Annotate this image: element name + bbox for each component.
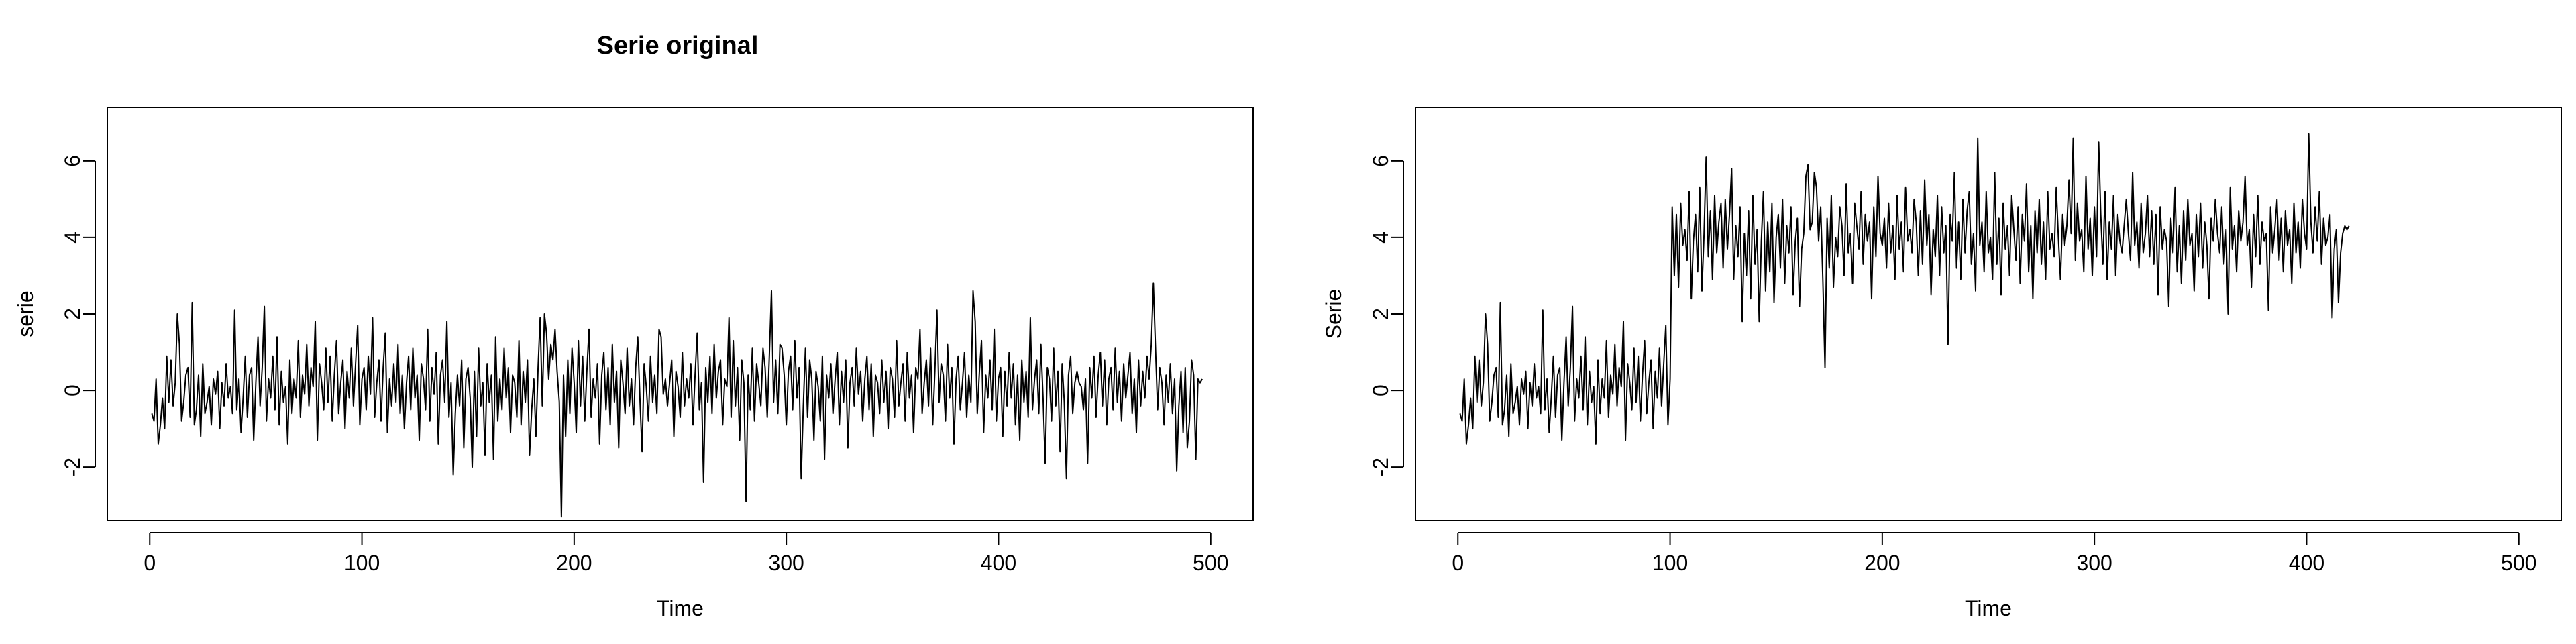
x-tick-label: 200	[1864, 551, 1900, 575]
x-tick-label: 500	[1193, 551, 1228, 575]
x-tick-label: 100	[344, 551, 380, 575]
y-tick-label: 2	[1368, 308, 1393, 320]
x-tick-label: 500	[2501, 551, 2536, 575]
x-axis-title: Time	[657, 596, 704, 621]
y-tick-label: 4	[60, 231, 85, 244]
x-tick-label: 100	[1652, 551, 1688, 575]
series-line-1	[151, 282, 1203, 518]
plot-frame	[1415, 107, 2562, 521]
y-axis-title: serie	[13, 290, 38, 337]
y-tick-label: 6	[60, 155, 85, 167]
y-axis-title: Serie	[1322, 289, 1346, 339]
y-tick-label: -2	[60, 458, 85, 476]
y-tick-label: 4	[1368, 231, 1393, 244]
x-tick-label: 0	[1452, 551, 1464, 575]
chart-title: Serie original	[597, 32, 759, 60]
y-tick-label: -2	[1368, 458, 1393, 476]
y-tick-label: 6	[1368, 155, 1393, 167]
y-tick-label: 0	[1368, 384, 1393, 396]
x-tick-label: 400	[2289, 551, 2324, 575]
series-line-1	[1459, 133, 2350, 445]
x-tick-label: 300	[768, 551, 804, 575]
plot-frame	[107, 107, 1254, 521]
x-tick-label: 200	[556, 551, 592, 575]
x-tick-label: 300	[2076, 551, 2112, 575]
y-tick-label: 2	[60, 308, 85, 320]
x-axis-title: Time	[1965, 596, 2012, 621]
chart-panel-2: 0 100 200 300 400 500 -2 0 2 4 6 Time Serie	[1322, 107, 2562, 621]
chart-panel-1: 0 100 200 300 400 500 -2 0 2 4 6 Time serie Serie ori…	[13, 32, 1254, 621]
x-tick-label: 0	[144, 551, 156, 575]
x-tick-label: 400	[981, 551, 1016, 575]
y-tick-label: 0	[60, 384, 85, 396]
